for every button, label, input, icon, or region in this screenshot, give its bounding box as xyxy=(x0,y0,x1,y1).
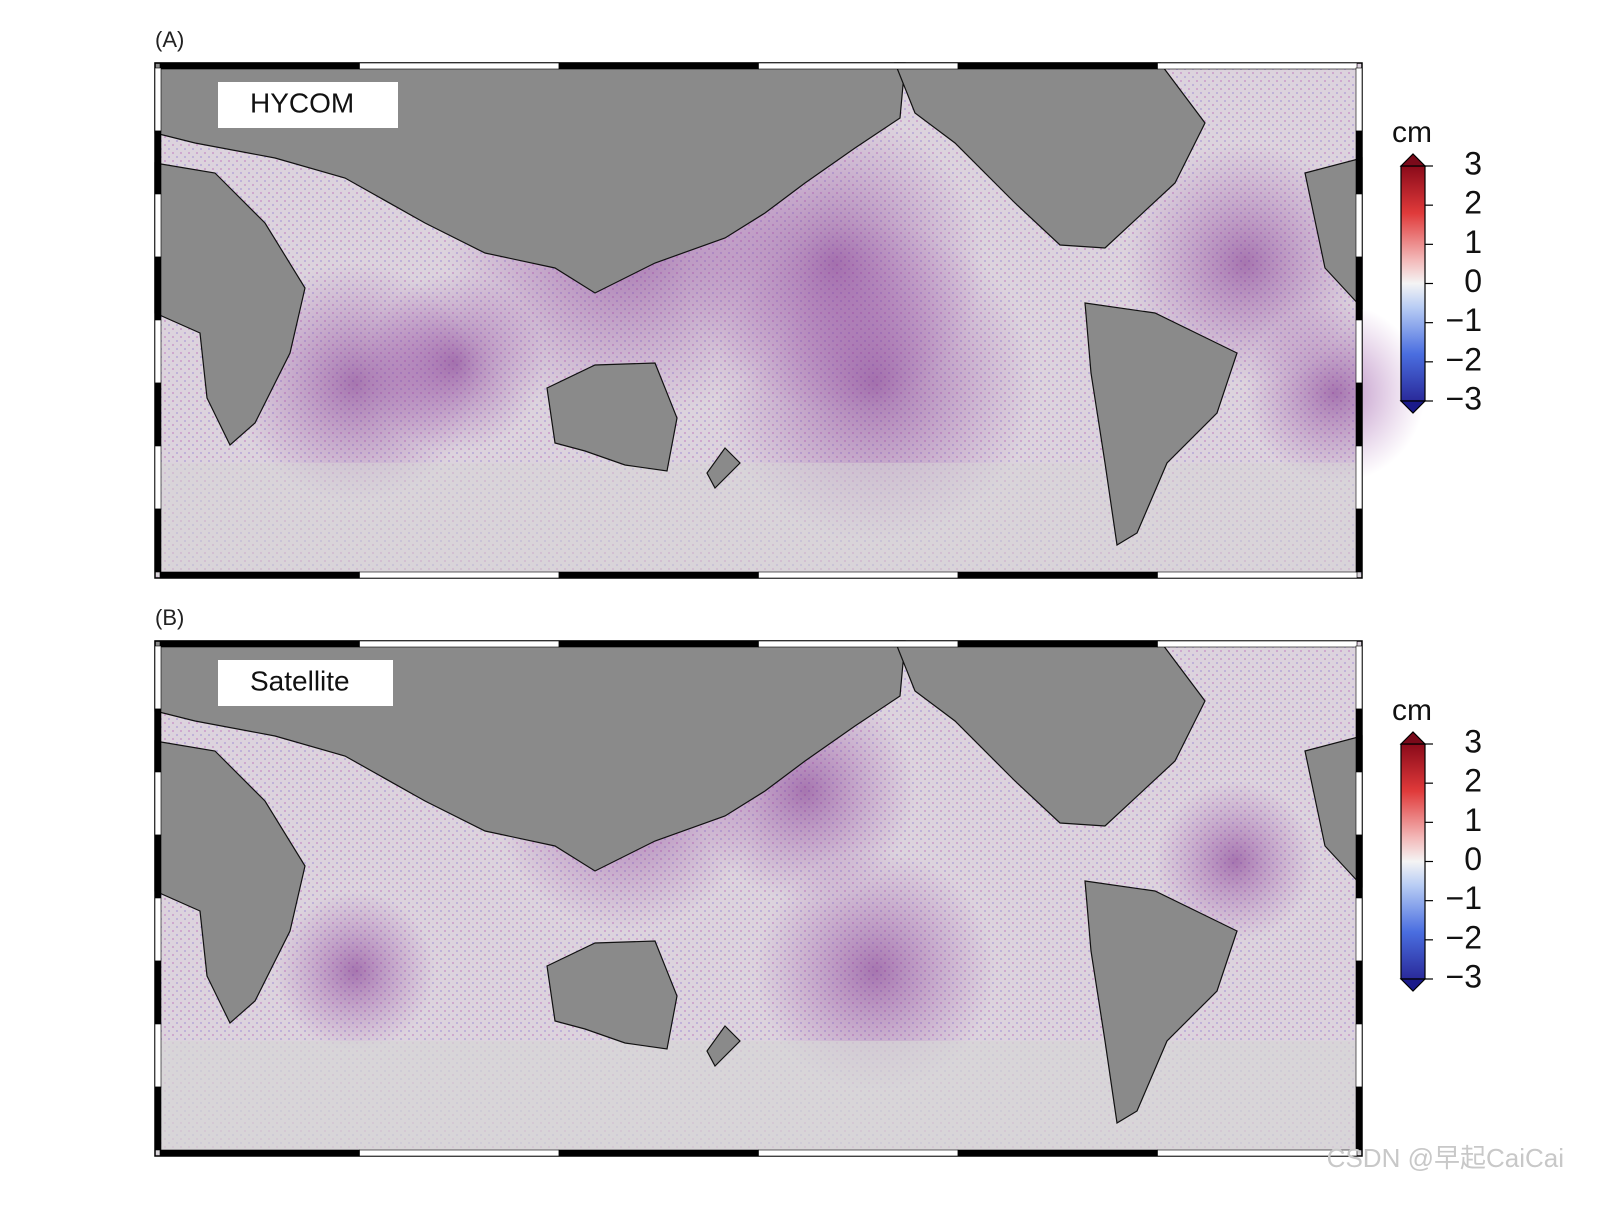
frame-tick xyxy=(359,571,560,579)
colorbar-tick-label: 0 xyxy=(1464,841,1482,877)
colorbar-extend xyxy=(1399,731,1427,745)
frame-tick xyxy=(558,640,759,648)
frame-tick xyxy=(758,640,959,648)
colorbar-tick-label: 3 xyxy=(1464,723,1482,759)
frame-tick xyxy=(154,771,162,836)
frame-tick xyxy=(159,640,360,648)
frame-tick xyxy=(154,319,162,384)
frame-tick xyxy=(159,1149,360,1157)
frame-tick xyxy=(154,508,162,573)
frame-tick xyxy=(154,1023,162,1088)
frame-tick xyxy=(154,708,162,773)
energy-hotspot xyxy=(755,851,995,1091)
panel-title: HYCOM xyxy=(250,87,354,118)
frame-tick xyxy=(1355,897,1363,962)
frame-tick xyxy=(1355,382,1363,447)
frame-tick xyxy=(154,193,162,258)
title-box xyxy=(218,660,393,706)
south-fade xyxy=(155,463,1362,578)
frame-tick xyxy=(1355,67,1363,132)
frame-tick xyxy=(558,571,759,579)
colorbar-tick-label: −1 xyxy=(1446,302,1482,338)
frame-tick xyxy=(154,445,162,510)
colorbar-tick-label: 0 xyxy=(1464,263,1482,299)
frame-tick xyxy=(957,62,1158,70)
map xyxy=(154,640,1363,1156)
frame-tick xyxy=(1355,834,1363,899)
colorbar-unit: cm xyxy=(1392,694,1432,727)
colorbar xyxy=(1400,743,1426,980)
frame-tick xyxy=(957,640,1158,648)
colorbar xyxy=(1400,165,1426,402)
panel: (A) HYCOM cm 3 210−1−2−3 xyxy=(154,27,1482,579)
frame-tick xyxy=(154,1086,162,1151)
frame-tick xyxy=(1355,1086,1363,1151)
frame-tick xyxy=(558,1149,759,1157)
frame-tick xyxy=(359,640,560,648)
frame-tick xyxy=(154,645,162,710)
frame-tick xyxy=(154,834,162,899)
frame-tick xyxy=(1355,445,1363,510)
panel-label: (A) xyxy=(155,27,184,52)
frame-tick xyxy=(957,571,1158,579)
colorbar-tick-label: −3 xyxy=(1446,380,1482,416)
frame-tick xyxy=(359,1149,560,1157)
frame-tick xyxy=(154,130,162,195)
frame-tick xyxy=(758,62,959,70)
map xyxy=(154,62,1425,578)
frame-tick xyxy=(1355,1023,1363,1088)
frame-tick xyxy=(1355,256,1363,321)
energy-hotspot xyxy=(365,273,545,453)
colorbar-tick-label: 2 xyxy=(1464,763,1482,799)
panel-label: (B) xyxy=(155,605,184,630)
frame-tick xyxy=(1157,571,1358,579)
colorbar-tick-label: 1 xyxy=(1464,802,1482,838)
frame-tick xyxy=(558,62,759,70)
frame-tick xyxy=(159,62,360,70)
energy-hotspot xyxy=(275,891,435,1051)
frame-tick xyxy=(1355,771,1363,836)
frame-tick xyxy=(154,382,162,447)
colorbar-extend xyxy=(1399,400,1427,414)
south-fade xyxy=(155,1041,1362,1156)
frame-tick xyxy=(1157,1149,1358,1157)
energy-hotspot xyxy=(1155,781,1315,941)
frame-tick xyxy=(1157,640,1358,648)
frame-tick xyxy=(1355,960,1363,1025)
colorbar-tick-label: −2 xyxy=(1446,341,1482,377)
frame-tick xyxy=(1355,645,1363,710)
colorbar-tick-label: 3 xyxy=(1464,145,1482,181)
panel-title: Satellite xyxy=(250,665,350,696)
colorbar-tick-label: 1 xyxy=(1464,224,1482,260)
energy-hotspot xyxy=(1245,303,1425,483)
title-box xyxy=(218,82,398,128)
frame-tick xyxy=(1355,193,1363,258)
frame-tick xyxy=(154,960,162,1025)
frame-tick xyxy=(154,67,162,132)
frame-tick xyxy=(957,1149,1158,1157)
frame-tick xyxy=(1355,708,1363,773)
frame-tick xyxy=(359,62,560,70)
colorbar-tick-label: −1 xyxy=(1446,880,1482,916)
frame-tick xyxy=(154,256,162,321)
frame-tick xyxy=(758,571,959,579)
frame-tick xyxy=(1355,508,1363,573)
frame-tick xyxy=(758,1149,959,1157)
frame-tick xyxy=(1157,62,1358,70)
frame-tick xyxy=(159,571,360,579)
frame-tick xyxy=(1355,319,1363,384)
colorbar-tick-label: −2 xyxy=(1446,919,1482,955)
colorbar-unit: cm xyxy=(1392,116,1432,149)
panel: (B) Satellite cm 3 210−1−2−3 xyxy=(154,605,1482,1157)
colorbar-tick-label: −3 xyxy=(1446,958,1482,994)
colorbar-extend xyxy=(1399,153,1427,167)
frame-tick xyxy=(1355,130,1363,195)
watermark: CSDN @早起CaiCai xyxy=(1327,1143,1564,1173)
frame-tick xyxy=(154,897,162,962)
colorbar-extend xyxy=(1399,978,1427,992)
colorbar-tick-label: 2 xyxy=(1464,185,1482,221)
